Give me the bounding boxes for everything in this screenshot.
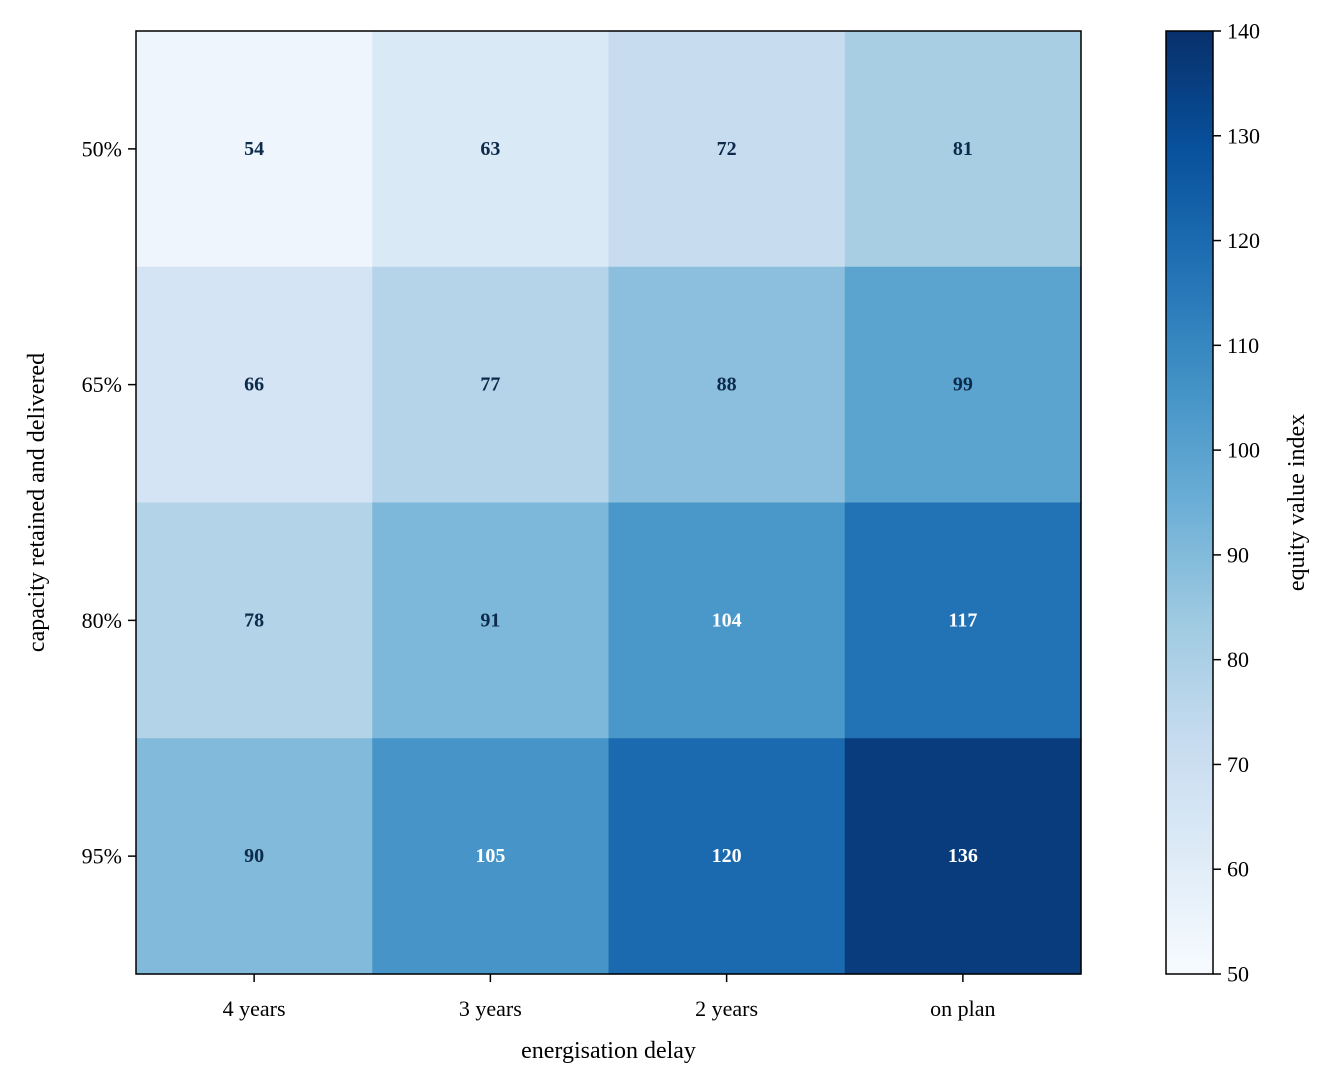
heatmap-cell bbox=[844, 738, 1082, 975]
heatmap-cell bbox=[608, 738, 846, 975]
colorbar-tick-label: 60 bbox=[1227, 857, 1249, 882]
heatmap-cell bbox=[136, 502, 373, 739]
y-tick-label: 95% bbox=[82, 844, 122, 869]
cell-value-label: 81 bbox=[953, 138, 973, 160]
heatmap-cell bbox=[372, 738, 610, 975]
cell-value-label: 77 bbox=[480, 374, 500, 396]
colorbar-tick-label: 140 bbox=[1227, 19, 1260, 44]
heatmap-cell bbox=[844, 266, 1082, 504]
y-tick-label: 65% bbox=[82, 372, 122, 397]
heatmap-cell bbox=[608, 31, 846, 268]
y-axis-label: capacity retained and delivered bbox=[24, 353, 50, 652]
cell-value-label: 136 bbox=[948, 845, 978, 867]
heatmap-cell bbox=[372, 502, 610, 739]
plot-frame bbox=[135, 30, 1082, 975]
colorbar-tick-label: 80 bbox=[1227, 647, 1249, 672]
heatmap-cells bbox=[136, 31, 1082, 975]
colorbar-ticks: 50 60 70 80 90 100 110 120 130 140 bbox=[1213, 19, 1260, 987]
heatmap-cell bbox=[136, 738, 373, 975]
colorbar-tick-label: 50 bbox=[1227, 962, 1249, 987]
colorbar-tick-label: 70 bbox=[1227, 752, 1249, 777]
cell-value-label: 90 bbox=[244, 845, 264, 867]
x-tick-label: 4 years bbox=[223, 996, 286, 1021]
y-tick-label: 50% bbox=[82, 136, 122, 161]
colorbar bbox=[1166, 31, 1213, 974]
heatmap-cell bbox=[844, 502, 1082, 739]
heatmap-cell bbox=[372, 31, 610, 268]
colorbar-tick-label: 100 bbox=[1227, 438, 1260, 463]
cell-value-label: 91 bbox=[480, 609, 500, 631]
colorbar-tick-label: 120 bbox=[1227, 228, 1260, 253]
cell-value-label: 99 bbox=[953, 374, 973, 396]
heatmap-cell bbox=[136, 266, 373, 504]
cell-value-label: 78 bbox=[244, 609, 264, 631]
cell-value-label: 63 bbox=[480, 138, 500, 160]
cell-value-label: 54 bbox=[244, 138, 264, 160]
heatmap-cell bbox=[608, 502, 846, 739]
x-axis-label: energisation delay bbox=[521, 1038, 696, 1064]
x-axis-ticks: 4 years 3 years 2 years on plan bbox=[223, 974, 996, 1021]
heatmap-cell bbox=[608, 266, 846, 504]
heatmap-cell bbox=[844, 31, 1082, 268]
x-tick-label: 3 years bbox=[459, 996, 522, 1021]
cell-value-label: 105 bbox=[475, 845, 505, 867]
y-tick-label: 80% bbox=[82, 608, 122, 633]
heatmap-cell-labels: 54 63 72 81 66 77 88 99 78 91 104 117 90 105 120 136 bbox=[244, 138, 978, 867]
y-axis-ticks: 50% 65% 80% 95% bbox=[82, 136, 136, 869]
colorbar-tick-label: 130 bbox=[1227, 123, 1260, 148]
cell-value-label: 66 bbox=[244, 374, 264, 396]
colorbar-frame bbox=[1165, 30, 1214, 975]
heatmap-cell bbox=[136, 31, 373, 268]
cell-value-label: 72 bbox=[717, 138, 737, 160]
cell-value-label: 104 bbox=[712, 609, 742, 631]
colorbar-label: equity value index bbox=[1284, 414, 1310, 591]
heatmap-cell bbox=[372, 266, 610, 504]
x-tick-label: 2 years bbox=[695, 996, 758, 1021]
cell-value-label: 117 bbox=[948, 609, 977, 631]
colorbar-tick-label: 110 bbox=[1227, 333, 1259, 358]
cell-value-label: 120 bbox=[712, 845, 742, 867]
colorbar-tick-label: 90 bbox=[1227, 542, 1249, 567]
cell-value-label: 88 bbox=[717, 374, 737, 396]
x-tick-label: on plan bbox=[930, 996, 995, 1021]
